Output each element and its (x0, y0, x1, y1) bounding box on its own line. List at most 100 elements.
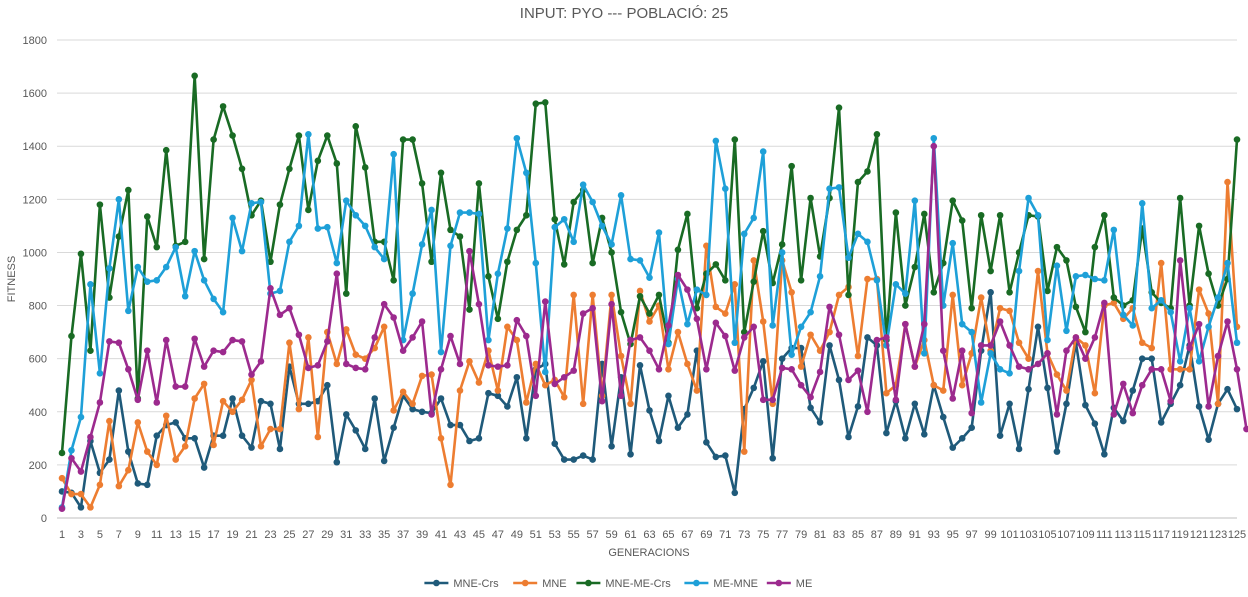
data-point (409, 400, 416, 408)
data-point (390, 424, 397, 432)
data-point (1167, 397, 1174, 405)
y-tick-label: 1200 (23, 194, 47, 206)
data-point (911, 400, 919, 408)
x-tick-label: 73 (738, 529, 750, 541)
data-point (617, 308, 625, 316)
data-point (1082, 271, 1089, 279)
data-point (968, 424, 975, 432)
data-point (1025, 355, 1032, 362)
data-point (1176, 358, 1184, 365)
data-point (1176, 257, 1184, 264)
data-point (589, 456, 596, 463)
data-point (475, 300, 483, 308)
x-tick-label: 67 (681, 529, 693, 541)
data-point (617, 192, 625, 199)
gridlines (57, 39, 1237, 519)
data-point (712, 261, 720, 268)
data-point (143, 481, 151, 489)
y-tick-label: 400 (29, 407, 47, 419)
data-point (229, 132, 236, 139)
x-tick-label: 87 (871, 529, 883, 541)
data-point (1082, 401, 1089, 409)
data-point (807, 308, 814, 316)
data-point (466, 358, 473, 365)
data-point (949, 239, 957, 247)
data-point (1195, 358, 1203, 365)
data-point (77, 490, 85, 498)
x-tick-label: 95 (947, 529, 959, 541)
x-tick-label: 45 (473, 529, 485, 541)
data-point (1233, 339, 1241, 347)
x-tick-label: 109 (1076, 529, 1094, 541)
data-point (106, 338, 113, 345)
data-point (968, 409, 975, 417)
data-point (864, 168, 871, 175)
data-point (977, 399, 985, 406)
data-point (447, 421, 454, 429)
data-point (324, 223, 331, 231)
x-tick-label: 39 (416, 529, 428, 541)
y-tick-label: 1800 (23, 35, 47, 47)
data-point (342, 326, 350, 333)
data-point (229, 408, 236, 416)
data-point (911, 263, 919, 271)
data-point (996, 318, 1004, 325)
x-tick-label: 125 (1228, 529, 1246, 541)
data-point (712, 137, 720, 145)
data-point (1053, 411, 1061, 418)
data-point (58, 449, 66, 457)
data-point (181, 443, 189, 450)
data-point (485, 336, 492, 344)
y-tick-label: 1400 (23, 141, 47, 153)
x-tick-label: 101 (1000, 529, 1018, 541)
data-point (324, 132, 331, 139)
data-point (504, 258, 511, 266)
data-point (560, 393, 568, 401)
data-point (722, 277, 729, 284)
data-point (409, 334, 416, 341)
data-point (513, 373, 521, 381)
data-point (475, 435, 483, 442)
data-point (826, 303, 833, 311)
data-point (390, 314, 397, 321)
x-tick-label: 69 (700, 529, 712, 541)
x-tick-label: 17 (207, 529, 219, 541)
data-point (494, 387, 502, 394)
data-point (788, 288, 795, 296)
data-point (295, 405, 303, 413)
data-point (684, 320, 691, 328)
data-point (77, 504, 85, 511)
data-point (864, 238, 871, 246)
data-point (636, 362, 644, 369)
data-point (778, 364, 786, 372)
data-point (1243, 425, 1248, 433)
legend-swatch-marker (433, 579, 440, 587)
data-point (797, 277, 805, 284)
data-point (314, 397, 322, 405)
x-tick-label: 9 (135, 529, 141, 541)
data-point (731, 281, 739, 288)
data-point (902, 302, 909, 309)
data-point (466, 437, 473, 445)
data-point (380, 457, 388, 465)
data-point (996, 304, 1004, 312)
data-point (200, 380, 208, 388)
data-point (854, 403, 862, 410)
data-point (1138, 200, 1146, 207)
data-point (769, 396, 776, 404)
data-point (958, 435, 966, 442)
data-point (494, 315, 502, 323)
data-point (1157, 365, 1165, 373)
data-point (608, 443, 615, 450)
data-point (1101, 299, 1108, 307)
data-point (1186, 304, 1193, 312)
data-point (665, 392, 672, 400)
data-point (703, 439, 710, 446)
data-point (513, 336, 521, 344)
data-point (1129, 322, 1137, 329)
data-point (352, 123, 360, 130)
data-point (693, 286, 701, 293)
data-point (674, 246, 682, 254)
data-point (115, 339, 123, 347)
